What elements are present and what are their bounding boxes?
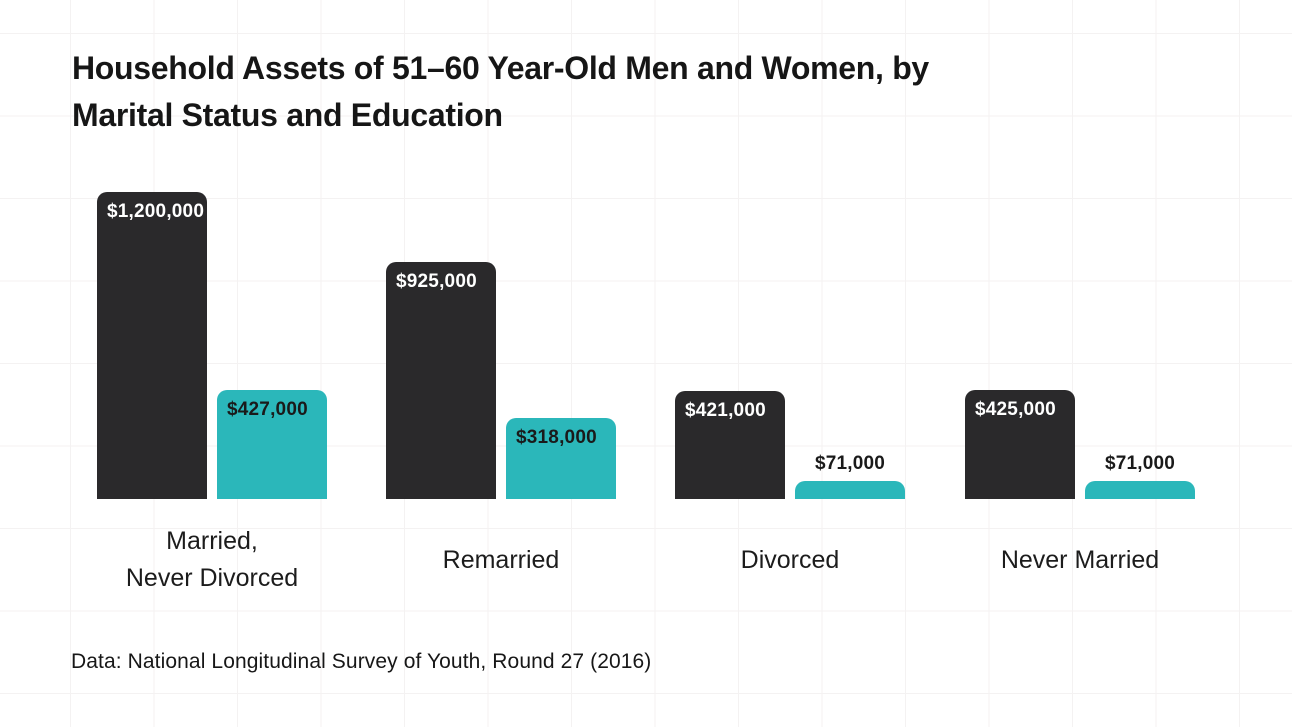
- chart-title-line-2: Marital Status and Education: [72, 97, 503, 133]
- bar-value-label: $925,000: [396, 271, 477, 292]
- bar-value-label: $1,200,000: [107, 201, 205, 222]
- bar-series-1-dark-group-4: $425,000: [965, 390, 1075, 499]
- bar-series-2-teal-group-4: $71,000: [1085, 453, 1195, 499]
- source-note: Data: National Longitudinal Survey of Yo…: [71, 650, 652, 673]
- bar-series-2-teal-group-3: $71,000: [795, 453, 905, 499]
- bar-value-label: $71,000: [814, 453, 886, 474]
- category-label-line: Never Divorced: [125, 564, 299, 592]
- category-label: Remarried: [351, 521, 651, 599]
- category-label-line: Divorced: [740, 545, 840, 574]
- category-label: Married, Never Divorced: [62, 521, 362, 599]
- bar-value-label: $71,000: [1104, 453, 1176, 474]
- bar-series-2-teal-group-2: $318,000: [506, 418, 616, 499]
- bar-series-2-teal-group-1: $427,000: [217, 390, 327, 499]
- bar-value-label: $425,000: [975, 399, 1056, 420]
- bar-value-label: $427,000: [227, 399, 308, 420]
- chart-title-line-1: Household Assets of 51–60 Year-Old Men a…: [72, 50, 929, 86]
- category-label: Never Married: [930, 521, 1230, 599]
- category-label-line: Married,: [166, 527, 258, 555]
- bar-series-1-dark-group-3: $421,000: [675, 391, 785, 499]
- bar-value-label: $318,000: [516, 427, 597, 448]
- bar-series-1-dark-group-1: $1,200,000: [97, 192, 207, 499]
- chart-title: Household Assets of 51–60 Year-Old Men a…: [72, 45, 929, 139]
- category-label-line: Remarried: [442, 545, 560, 574]
- bar-series-1-dark-group-2: $925,000: [386, 262, 496, 499]
- category-label: Divorced: [640, 521, 940, 599]
- category-label-line: Never Married: [1000, 545, 1160, 574]
- bar-value-label: $421,000: [685, 400, 766, 421]
